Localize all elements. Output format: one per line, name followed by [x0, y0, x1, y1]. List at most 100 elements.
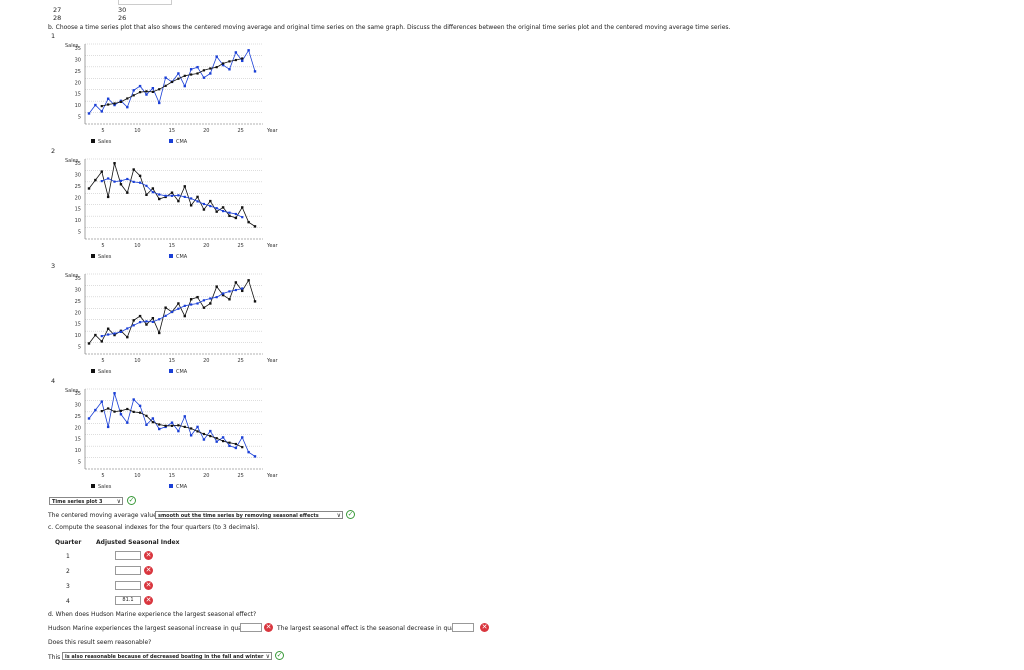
sales-point — [158, 101, 161, 105]
sales-point — [100, 170, 103, 173]
col-seasonal-index: Adjusted Seasonal Index — [96, 539, 180, 546]
sales-point — [138, 84, 142, 88]
sales-point — [151, 317, 155, 320]
quarter-label: 1 — [66, 553, 70, 560]
x-tick-label: 25 — [237, 243, 243, 249]
cma-sentence: The centered moving average values — [48, 512, 160, 519]
legend-label-cma: CMA — [176, 139, 188, 145]
cma-point — [241, 446, 244, 449]
row-27-label: 27 — [53, 6, 62, 14]
sales-point — [177, 302, 180, 305]
sales-point — [183, 314, 186, 318]
part-b-question: b. Choose a time series plot that also s… — [48, 24, 731, 31]
sales-point — [177, 429, 180, 433]
sales-point — [209, 72, 212, 75]
y-tick-label: 5 — [78, 345, 81, 351]
sales-point — [253, 70, 257, 73]
sales-point — [215, 285, 218, 288]
x-axis-unit: Year — [266, 128, 279, 134]
quarter-label: 4 — [66, 598, 70, 605]
x-axis-unit: Year — [266, 358, 279, 364]
sales-point — [100, 110, 103, 113]
cma-point — [100, 410, 103, 413]
sales-point — [132, 319, 135, 322]
col-quarter: Quarter — [55, 539, 82, 546]
chevron-down-icon: ∨ — [116, 498, 121, 505]
y-tick-label: 10 — [75, 103, 81, 109]
plot-number: 2 — [51, 147, 56, 155]
y-tick-label: 35 — [75, 161, 81, 167]
legend-swatch-sales — [91, 484, 95, 488]
sales-point — [87, 187, 91, 190]
plot-number: 1 — [51, 32, 56, 40]
sales-point — [177, 72, 180, 75]
sales-point — [196, 295, 199, 299]
legend-label-cma: CMA — [176, 254, 188, 260]
correct-check-icon: ✓ — [275, 651, 284, 660]
x-tick-label: 25 — [237, 358, 243, 364]
sales-point — [196, 65, 199, 69]
quarter-label: 2 — [66, 568, 70, 575]
cma-point — [100, 335, 103, 338]
sales-point — [170, 421, 174, 424]
seasonal-index-input-1[interactable] — [115, 551, 141, 560]
x-tick-label: 25 — [237, 473, 243, 479]
part-c-question: c. Compute the seasonal indexes for the … — [48, 524, 260, 531]
x-tick-label: 5 — [101, 128, 104, 134]
d-sentence-2: The largest seasonal effect is the seaso… — [277, 625, 466, 632]
sales-point — [87, 112, 91, 115]
sales-point — [87, 342, 91, 345]
y-tick-label: 35 — [75, 46, 81, 52]
y-tick-label: 25 — [75, 69, 81, 75]
y-tick-label: 30 — [75, 402, 81, 408]
incorrect-x-icon: ✕ — [144, 596, 153, 605]
x-tick-label: 20 — [203, 358, 209, 364]
legend-label-sales: Sales — [98, 369, 112, 375]
plot-select[interactable]: Time series plot 3 ∨ — [49, 497, 123, 505]
y-tick-label: 20 — [75, 310, 81, 316]
sales-point — [247, 220, 250, 224]
reasonable-question: Does this result seem reasonable? — [48, 639, 152, 646]
sales-point — [177, 199, 180, 203]
sales-point — [183, 84, 186, 88]
sales-point — [189, 434, 193, 437]
sales-point — [253, 300, 257, 303]
seasonal-index-input-4[interactable]: 81.1 — [115, 596, 141, 605]
cma-point — [100, 180, 103, 183]
sales-point — [228, 214, 231, 218]
y-tick-label: 30 — [75, 287, 81, 293]
x-tick-label: 5 — [101, 358, 104, 364]
y-tick-label: 30 — [75, 57, 81, 63]
legend-swatch-sales — [91, 139, 95, 143]
largest-decrease-quarter-input[interactable] — [452, 623, 474, 632]
sales-point — [158, 197, 161, 201]
top-tab — [118, 0, 172, 5]
cma-select[interactable]: smooth out the time series by removing s… — [155, 511, 343, 519]
legend-label-cma: CMA — [176, 484, 188, 490]
sales-point — [126, 191, 129, 194]
sales-point — [158, 427, 161, 431]
sales-point — [158, 331, 161, 335]
x-tick-label: 15 — [169, 473, 175, 479]
sales-point — [126, 421, 129, 424]
seasonal-index-input-3[interactable] — [115, 581, 141, 590]
legend-swatch-cma — [169, 484, 173, 488]
legend-swatch-cma — [169, 139, 173, 143]
reasonable-select[interactable]: is also reasonable because of decreased … — [62, 652, 272, 660]
sales-point — [221, 436, 225, 439]
sales-point — [151, 87, 155, 90]
x-tick-label: 10 — [134, 358, 140, 364]
y-tick-label: 20 — [75, 195, 81, 201]
plot-number: 3 — [51, 262, 56, 270]
y-tick-label: 35 — [75, 391, 81, 397]
sales-point — [215, 440, 218, 443]
sales-point — [221, 206, 225, 209]
sales-point — [183, 415, 186, 418]
largest-increase-quarter-input[interactable] — [240, 623, 262, 632]
seasonal-index-input-2[interactable] — [115, 566, 141, 575]
sales-point — [241, 289, 244, 293]
row-28-label: 28 — [53, 14, 62, 22]
sales-point — [228, 68, 231, 71]
